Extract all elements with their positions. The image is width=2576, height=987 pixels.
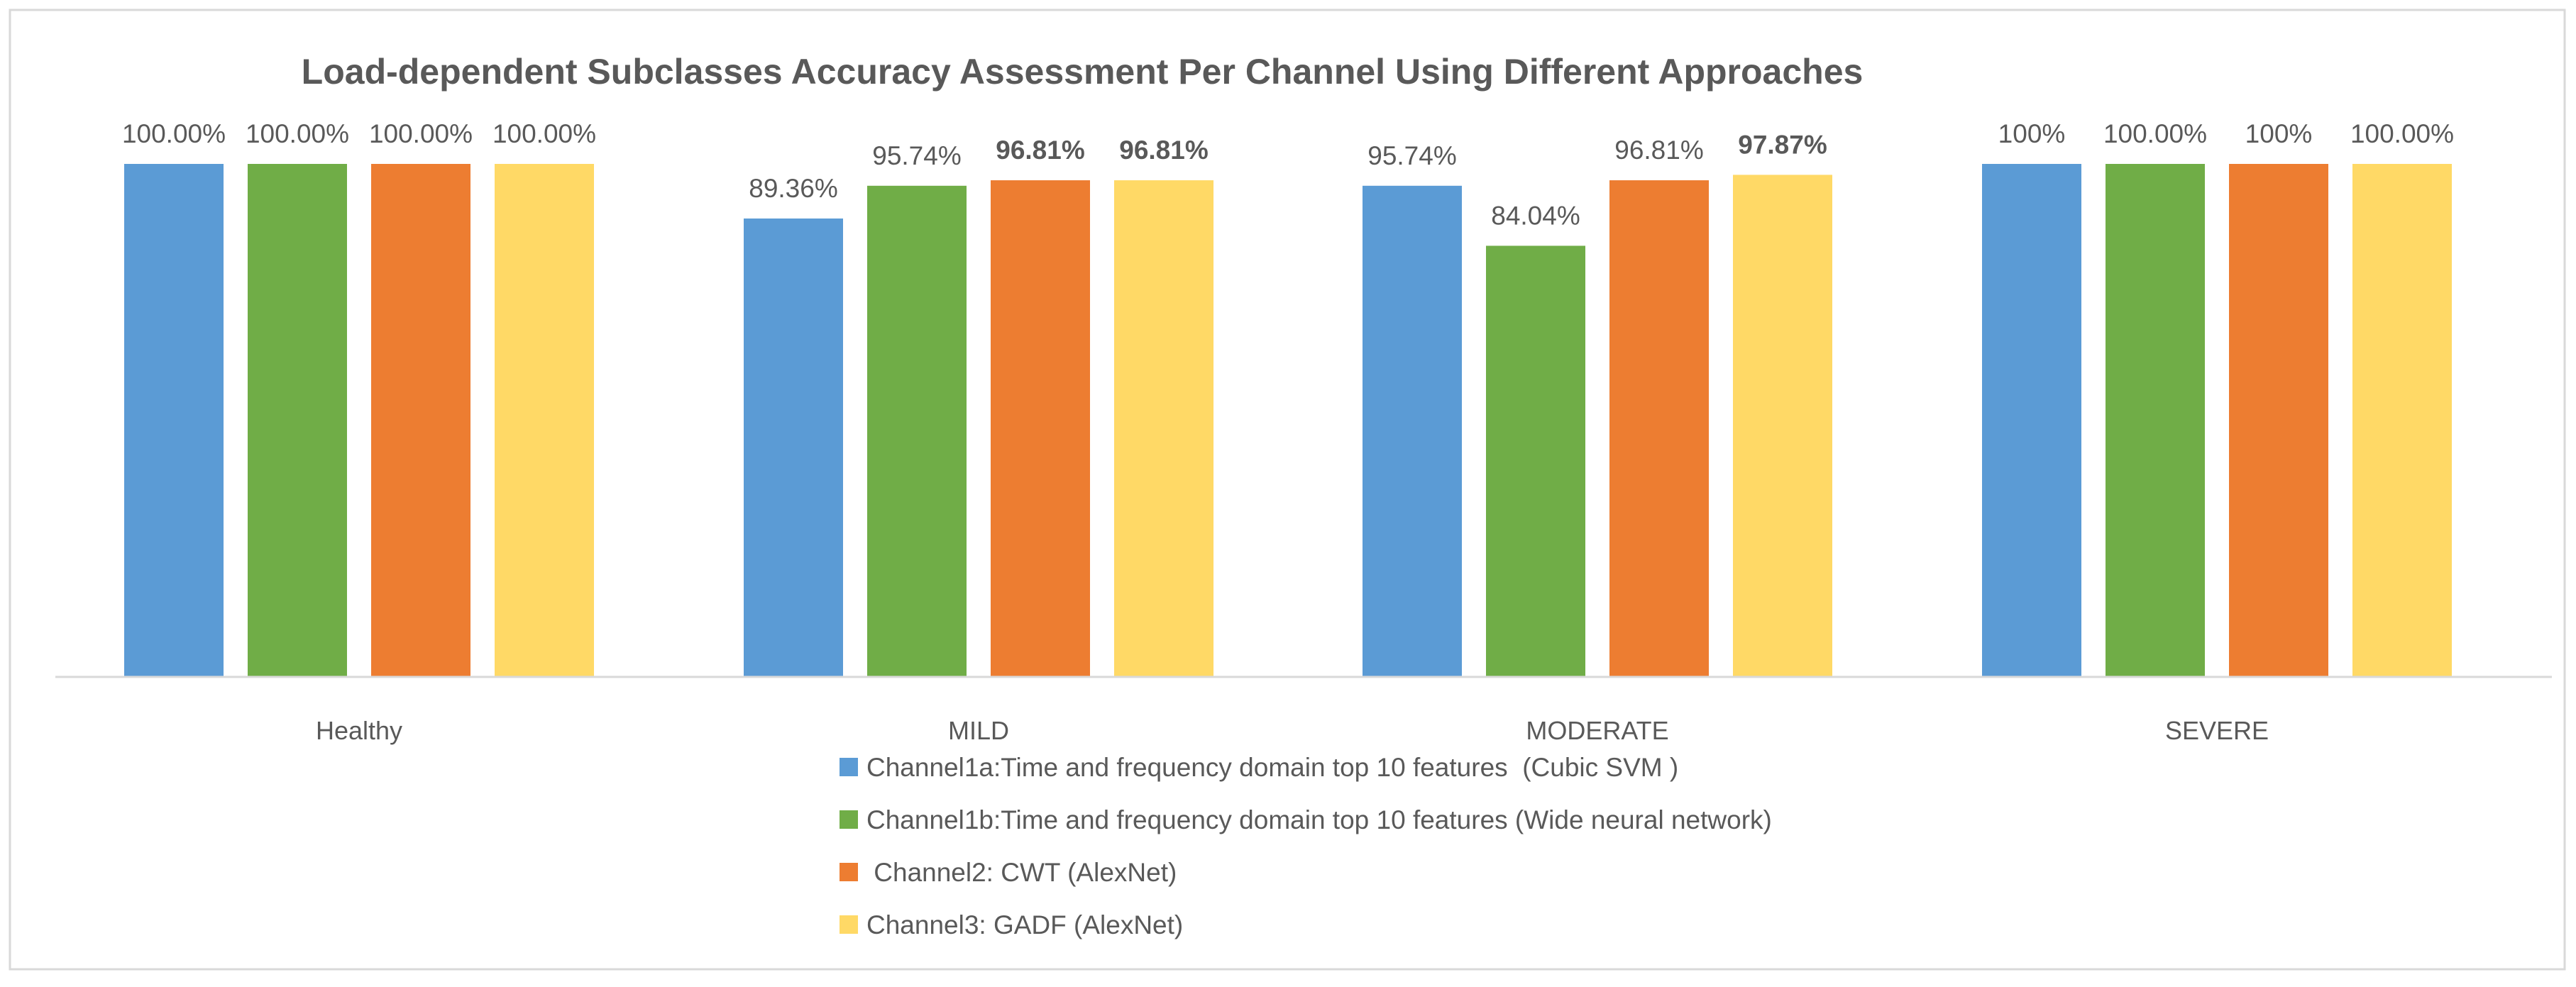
data-label-severe-series-3: 100% <box>2245 119 2313 148</box>
bar-severe-series-3 <box>2229 164 2328 677</box>
data-label-healthy-series-3: 100.00% <box>369 119 473 148</box>
data-label-healthy-series-1: 100.00% <box>122 119 226 148</box>
bars-layer: 100.00% 100.00% 100.00% 100.00% 89.36% 95.74%… <box>122 119 2454 677</box>
bar-severe-series-1 <box>1982 164 2081 677</box>
legend-label-series-1: Channel1a:Time and frequency domain top … <box>866 753 1678 782</box>
data-label-severe-series-1: 100% <box>1998 119 2066 148</box>
category-label-healthy: Healthy <box>316 716 402 745</box>
bar-severe-series-2 <box>2106 164 2205 677</box>
bar-mild-series-3 <box>991 180 1090 677</box>
bar-healthy-series-4 <box>495 164 594 677</box>
category-label-mild: MILD <box>948 716 1009 745</box>
data-label-moderate-series-1: 95.74% <box>1367 141 1457 170</box>
bar-moderate-series-3 <box>1609 180 1709 677</box>
data-label-mild-series-2: 95.74% <box>872 141 962 170</box>
legend-label-series-3: Channel2: CWT (AlexNet) <box>866 858 1177 887</box>
bar-moderate-series-1 <box>1363 185 1462 677</box>
bar-moderate-series-4 <box>1733 175 1832 677</box>
legend-label-series-4: Channel3: GADF (AlexNet) <box>866 910 1183 939</box>
data-label-moderate-series-4: 97.87% <box>1738 130 1827 159</box>
legend-label-series-2: Channel1b:Time and frequency domain top … <box>866 805 1772 834</box>
bar-mild-series-4 <box>1114 180 1213 677</box>
category-labels: Healthy MILD MODERATE SEVERE <box>316 716 2269 745</box>
legend-swatch-series-4 <box>840 915 858 934</box>
category-label-severe: SEVERE <box>2165 716 2269 745</box>
bar-mild-series-2 <box>867 185 967 677</box>
legend: Channel1a:Time and frequency domain top … <box>840 753 1772 939</box>
chart-title: Load-dependent Subclasses Accuracy Asses… <box>302 52 1864 92</box>
data-label-severe-series-4: 100.00% <box>2350 119 2454 148</box>
bar-severe-series-4 <box>2352 164 2452 677</box>
legend-swatch-series-3 <box>840 863 858 881</box>
bar-healthy-series-2 <box>248 164 347 677</box>
data-label-mild-series-3: 96.81% <box>996 136 1085 165</box>
data-label-moderate-series-3: 96.81% <box>1614 136 1704 165</box>
data-label-mild-series-1: 89.36% <box>749 174 838 203</box>
legend-swatch-series-2 <box>840 810 858 829</box>
bar-healthy-series-1 <box>124 164 224 677</box>
data-label-severe-series-2: 100.00% <box>2103 119 2207 148</box>
data-label-healthy-series-4: 100.00% <box>492 119 596 148</box>
bar-moderate-series-2 <box>1486 246 1585 677</box>
data-label-healthy-series-2: 100.00% <box>246 119 349 148</box>
bar-healthy-series-3 <box>371 164 470 677</box>
legend-swatch-series-1 <box>840 758 858 776</box>
data-label-mild-series-4: 96.81% <box>1119 136 1209 165</box>
data-label-moderate-series-2: 84.04% <box>1491 201 1580 230</box>
bar-mild-series-1 <box>744 218 843 677</box>
category-label-moderate: MODERATE <box>1526 716 1668 745</box>
